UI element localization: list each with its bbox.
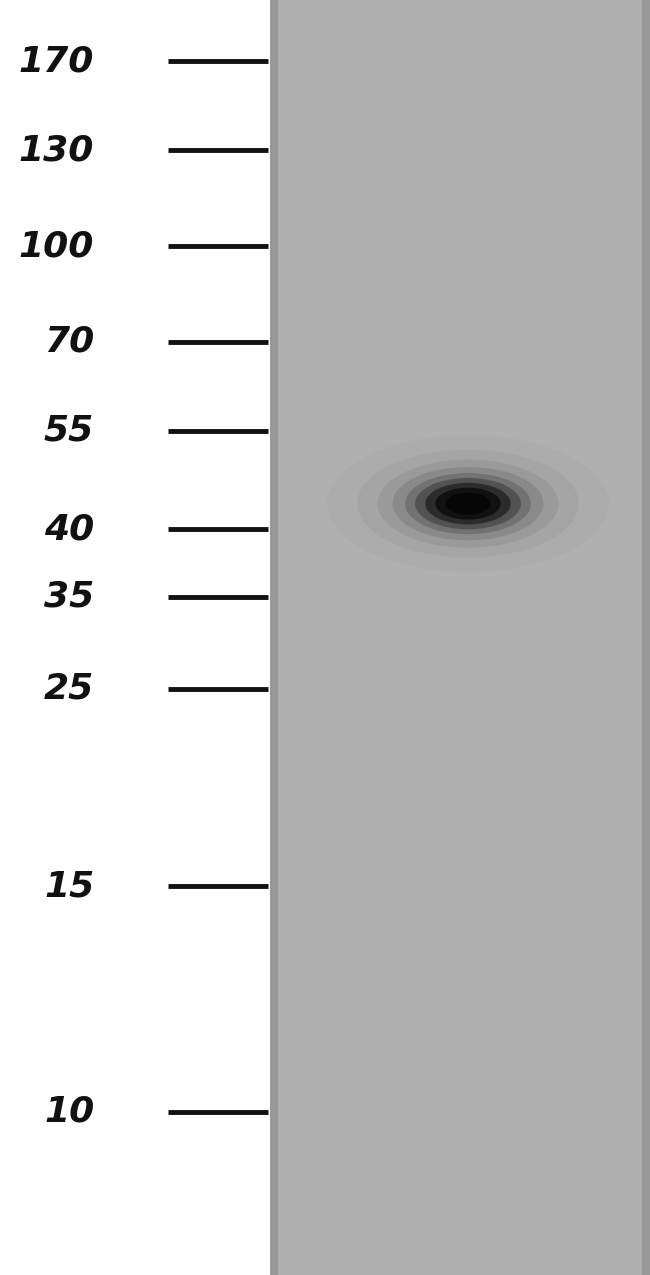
Text: 10: 10 xyxy=(44,1095,94,1128)
Ellipse shape xyxy=(377,459,558,548)
Ellipse shape xyxy=(358,450,579,557)
FancyBboxPatch shape xyxy=(270,0,650,1275)
Text: 35: 35 xyxy=(44,580,94,613)
Ellipse shape xyxy=(425,483,511,524)
Text: 70: 70 xyxy=(44,325,94,358)
Text: 100: 100 xyxy=(19,230,94,263)
Text: 15: 15 xyxy=(44,870,94,903)
Ellipse shape xyxy=(405,473,531,534)
Ellipse shape xyxy=(445,492,491,515)
FancyBboxPatch shape xyxy=(642,0,650,1275)
FancyBboxPatch shape xyxy=(270,0,278,1275)
Ellipse shape xyxy=(393,467,543,541)
Ellipse shape xyxy=(436,488,500,519)
Text: 40: 40 xyxy=(44,513,94,546)
Text: 170: 170 xyxy=(19,45,94,78)
Ellipse shape xyxy=(415,478,521,529)
Text: 55: 55 xyxy=(44,414,94,448)
Text: 25: 25 xyxy=(44,672,94,705)
Text: 130: 130 xyxy=(19,134,94,167)
